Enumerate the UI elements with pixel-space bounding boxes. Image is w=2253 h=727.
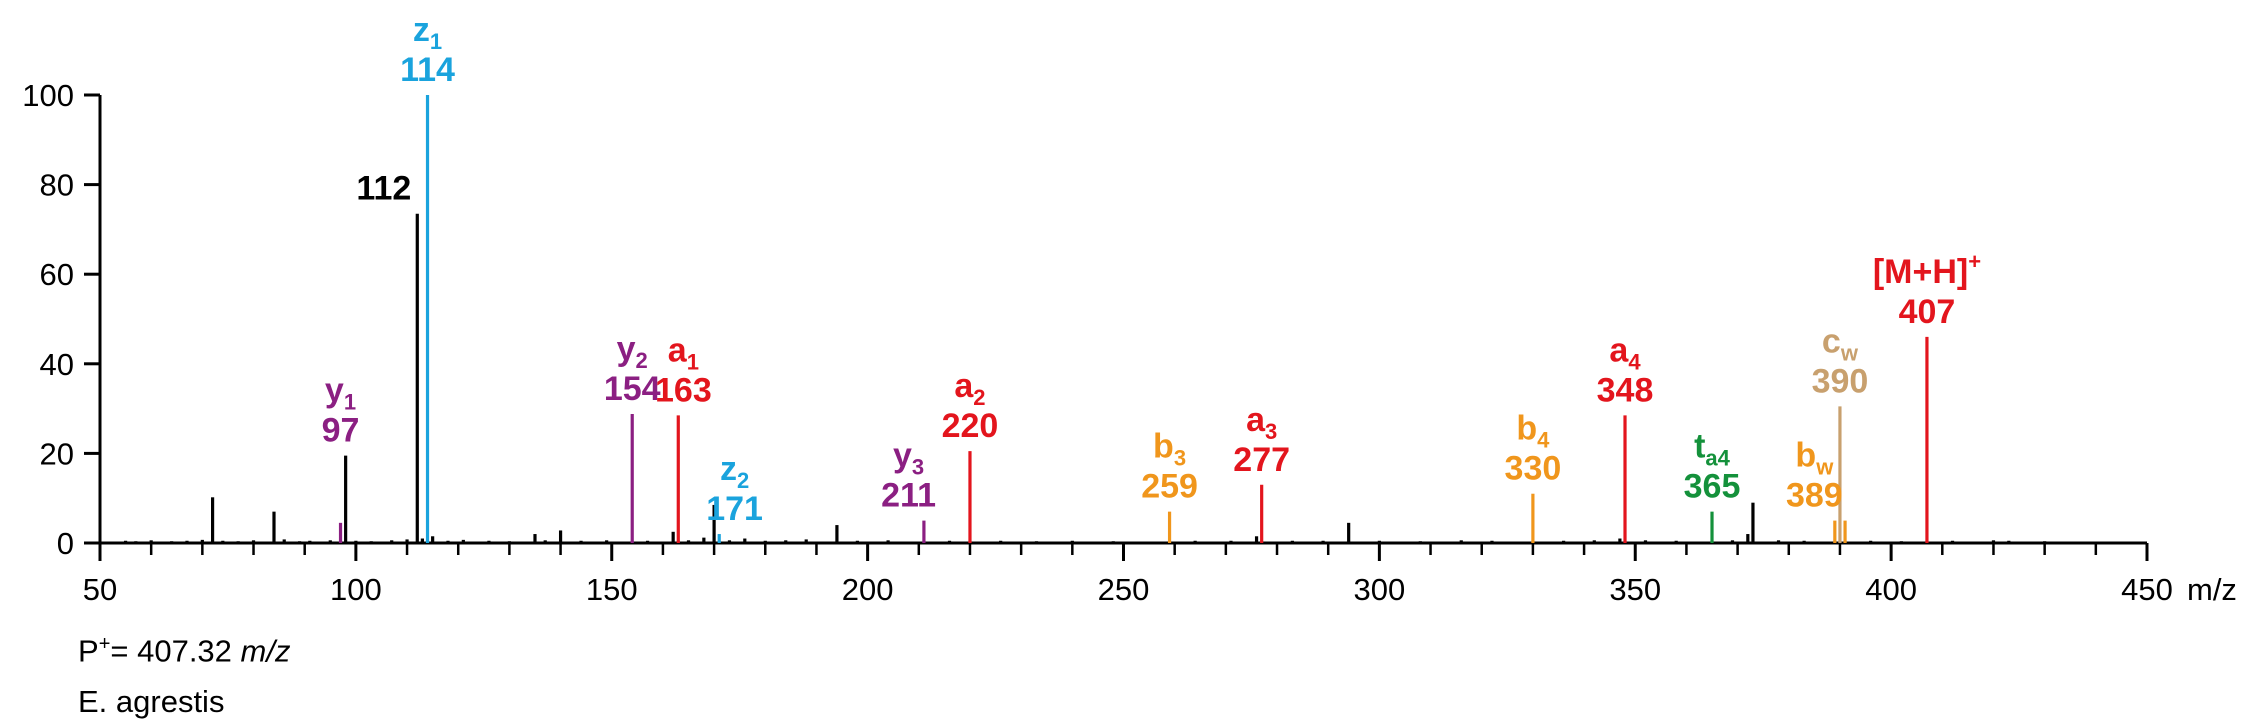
peak-label-259: 259 (1141, 468, 1198, 506)
x-tick-label: 350 (1609, 572, 1661, 607)
ion-label-348: a4 (1609, 331, 1641, 374)
ion-label-365: ta4 (1694, 428, 1731, 471)
ion-label-97: y1 (325, 372, 356, 415)
precursor-note: P+= 407.32 m/z (78, 633, 290, 669)
x-tick-label: 100 (330, 572, 382, 607)
ion-label-390: cw (1822, 322, 1859, 365)
y-tick-label: 80 (40, 168, 74, 203)
ion-label-211: y3 (893, 437, 924, 480)
peak-label-407: 407 (1899, 293, 1956, 331)
x-tick-label: 200 (842, 572, 894, 607)
y-tick-label: 0 (57, 526, 74, 561)
peak-label-277: 277 (1233, 441, 1290, 479)
peak-label-390: 390 (1812, 362, 1869, 400)
ion-label-163: a1 (668, 331, 699, 374)
mass-spectrum-chart: 0 20 40 60 80 100 50 100 150 200 250 300 350 400 450 m/… (22, 11, 2237, 607)
x-axis-label: m/z (2187, 572, 2237, 607)
chart-axes: 0 20 40 60 80 100 50 100 150 200 250 300 350 400 450 m/… (22, 78, 2237, 607)
peak-label-163: 163 (655, 371, 712, 409)
peak-label-220: 220 (942, 407, 999, 445)
peak-label-114: 114 (400, 51, 455, 89)
peak-label-97: 97 (322, 412, 360, 450)
peak-label-154: 154 (604, 370, 661, 408)
spectrum-peaks (123, 95, 2047, 543)
ion-label-389: bw (1795, 437, 1834, 480)
x-tick-label: 150 (586, 572, 638, 607)
precursor-charge: + (98, 633, 111, 655)
x-tick-label: 50 (83, 572, 117, 607)
y-tick-label: 20 (40, 436, 74, 471)
x-tick-label: 300 (1354, 572, 1406, 607)
peak-label-171: 171 (706, 490, 763, 528)
ion-label-154: y2 (617, 330, 648, 373)
precursor-prefix: P (78, 633, 99, 669)
y-tick-label: 40 (40, 347, 74, 382)
precursor-value: = 407.32 (110, 633, 241, 669)
ion-label-171: z2 (720, 450, 749, 493)
peak-label-211: 211 (881, 477, 936, 515)
x-tick-label: 250 (1098, 572, 1150, 607)
precursor-unit: m/z (240, 633, 291, 669)
x-tick-label: 400 (1865, 572, 1917, 607)
ion-label-114: z1 (413, 11, 442, 54)
ion-label-277: a3 (1246, 401, 1277, 444)
y-tick-label: 100 (22, 78, 74, 113)
ion-label-330: b4 (1516, 410, 1550, 453)
peak-label-330: 330 (1505, 450, 1562, 488)
y-tick-label: 60 (40, 257, 74, 292)
species-note: E. agrestis (78, 684, 225, 719)
ion-label-407: [M+H]+ (1873, 249, 1981, 291)
ion-label-259: b3 (1153, 428, 1186, 471)
ion-label-220: a2 (954, 367, 985, 410)
peak-label-348: 348 (1597, 371, 1654, 409)
peak-label-365: 365 (1684, 468, 1741, 506)
peak-label-112: 112 (356, 170, 411, 208)
x-tick-label: 450 (2121, 572, 2173, 607)
peak-label-389: 389 (1786, 477, 1843, 515)
